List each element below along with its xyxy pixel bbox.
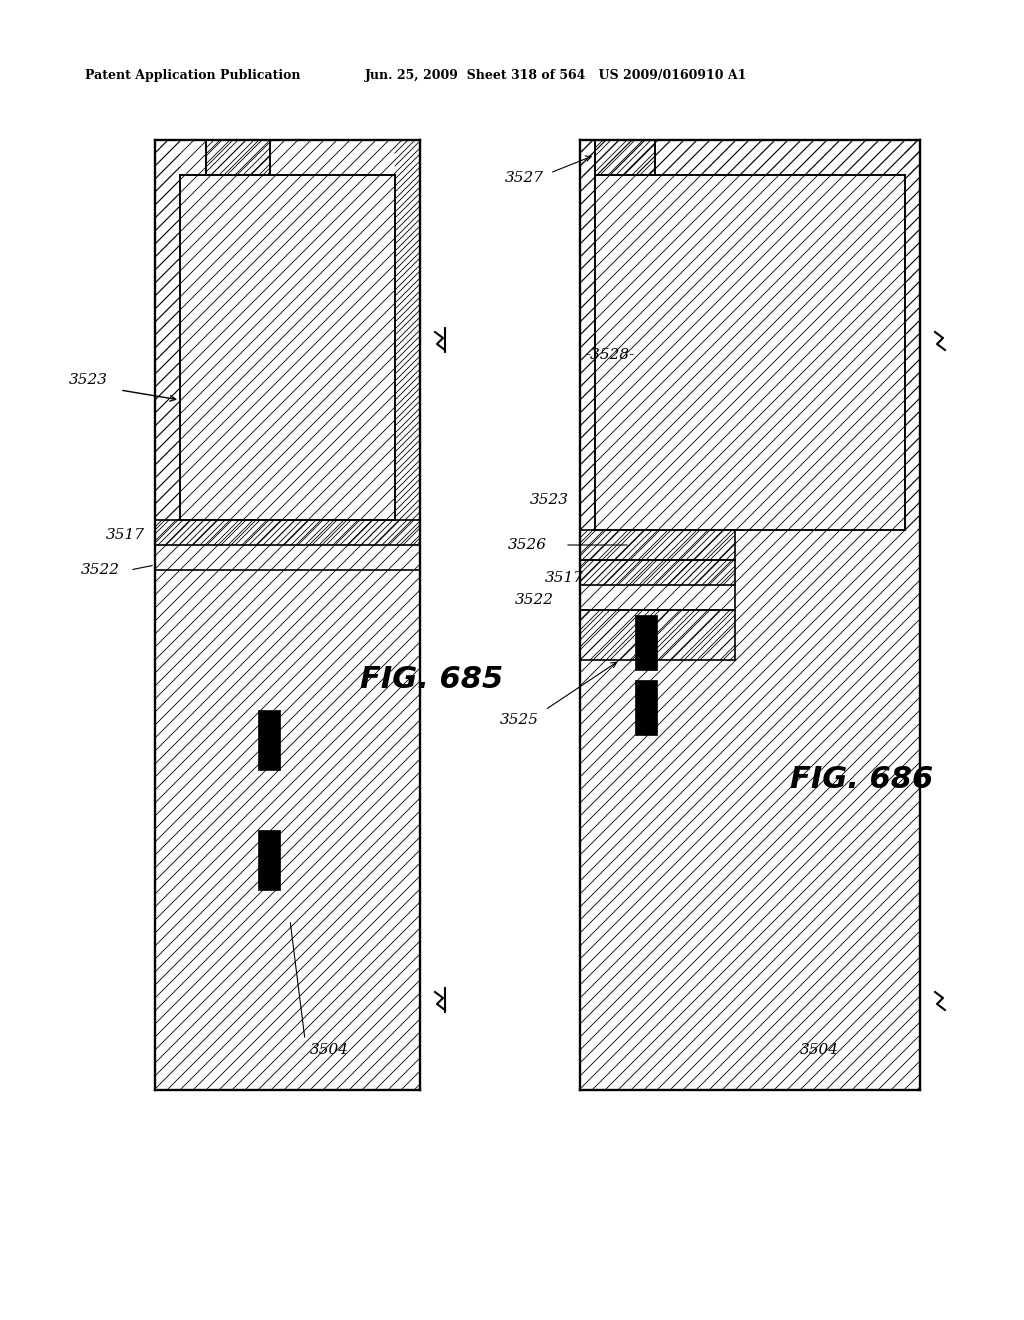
Text: FIG. 685: FIG. 685 bbox=[360, 665, 503, 694]
Text: 3504: 3504 bbox=[800, 1043, 839, 1057]
Polygon shape bbox=[206, 140, 270, 176]
Text: 3523: 3523 bbox=[69, 374, 108, 387]
Text: 3517: 3517 bbox=[545, 572, 584, 585]
Text: FIG. 686: FIG. 686 bbox=[790, 766, 933, 795]
Polygon shape bbox=[635, 615, 657, 671]
Text: 3504: 3504 bbox=[310, 1043, 349, 1057]
Text: 3517: 3517 bbox=[106, 528, 145, 543]
Text: 3522: 3522 bbox=[515, 593, 554, 607]
Text: 3523: 3523 bbox=[530, 492, 569, 507]
Text: 3525: 3525 bbox=[500, 713, 539, 727]
Polygon shape bbox=[595, 140, 655, 176]
Polygon shape bbox=[595, 176, 905, 531]
Polygon shape bbox=[155, 140, 420, 1090]
Text: 3526: 3526 bbox=[508, 539, 547, 552]
Text: 3522: 3522 bbox=[81, 564, 120, 577]
Polygon shape bbox=[257, 830, 280, 890]
Text: -3528-: -3528- bbox=[585, 348, 634, 362]
Polygon shape bbox=[580, 140, 920, 1090]
Text: Patent Application Publication: Patent Application Publication bbox=[85, 69, 300, 82]
Text: 3527: 3527 bbox=[505, 172, 544, 185]
Polygon shape bbox=[180, 176, 395, 520]
Polygon shape bbox=[257, 710, 280, 770]
Text: Jun. 25, 2009  Sheet 318 of 564   US 2009/0160910 A1: Jun. 25, 2009 Sheet 318 of 564 US 2009/0… bbox=[365, 69, 748, 82]
Polygon shape bbox=[635, 680, 657, 735]
